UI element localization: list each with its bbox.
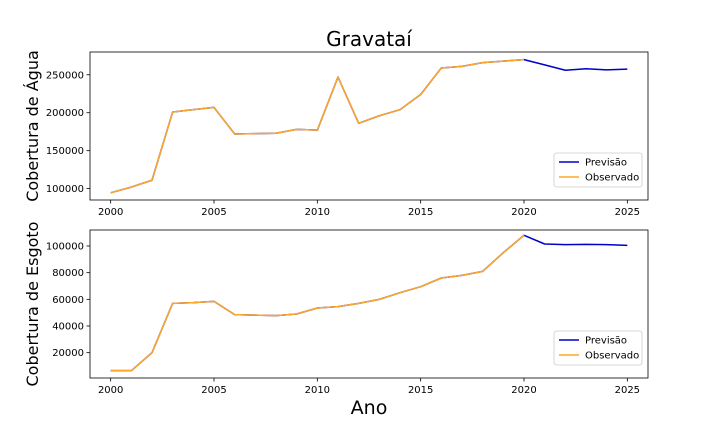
panel-2-y-tick-label: 100000 — [46, 242, 84, 253]
panel-2-legend-label-observado: Observado — [585, 351, 639, 362]
panel-2-x-tick-label: 2020 — [511, 385, 536, 396]
panel-1-y-tick-label: 100000 — [46, 184, 84, 195]
panel-2-y-tick-label: 40000 — [52, 322, 84, 333]
panel-1-x-tick-label: 2005 — [201, 207, 226, 218]
panel-2-x-tick-label: 2005 — [201, 385, 226, 396]
panel-2-x-tick-label: 2010 — [305, 385, 330, 396]
panel-1-title: Gravataí — [326, 27, 413, 51]
panel-1-y-tick-label: 200000 — [46, 108, 84, 119]
panel-1-series-observado-line — [110, 58, 525, 194]
panel-1-x-tick-label: 2020 — [511, 207, 536, 218]
panel-1-x-tick-label: 2025 — [615, 207, 640, 218]
panel-2-y-tick-label: 60000 — [52, 295, 84, 306]
panel-2-series-observado-line — [110, 234, 525, 372]
panel-2-x-tick-label: 2025 — [615, 385, 640, 396]
panel-1-x-tick-label: 2000 — [98, 207, 123, 218]
panel-2-y-tick-label: 80000 — [52, 268, 84, 279]
panel-2-x-tick-label: 2000 — [98, 385, 123, 396]
panel-2-legend-label-previs-o: Previsão — [585, 336, 627, 347]
panel-2-y-tick-label: 20000 — [52, 348, 84, 359]
panel-1-x-tick-label: 2015 — [408, 207, 433, 218]
panel-2-y-axis-label: Cobertura de Esgoto — [23, 222, 42, 387]
panel-2: 2000 2005 2010 2015 2020 2025 20000 40000 60000 8… — [23, 222, 649, 419]
panel-2-x-axis-label: Ano — [351, 397, 388, 419]
panel-1-x-tick-label: 2010 — [305, 207, 330, 218]
panel-2-x-tick-label: 2015 — [408, 385, 433, 396]
panel-2-legend: Previsão Observado — [553, 330, 643, 366]
panel-1-y-tick-label: 250000 — [46, 70, 84, 81]
panel-1-y-tick-label: 150000 — [46, 146, 84, 157]
panel-1-legend-label-previs-o: Previsão — [585, 158, 627, 169]
panel-1-y-axis-label: Cobertura de Água — [23, 50, 42, 202]
panel-1-legend: Previsão Observado — [553, 152, 643, 188]
panel-1: 2000 2005 2010 2015 2020 2025 100000 150000 2000… — [23, 27, 649, 218]
panel-1-legend-label-observado: Observado — [585, 173, 639, 184]
